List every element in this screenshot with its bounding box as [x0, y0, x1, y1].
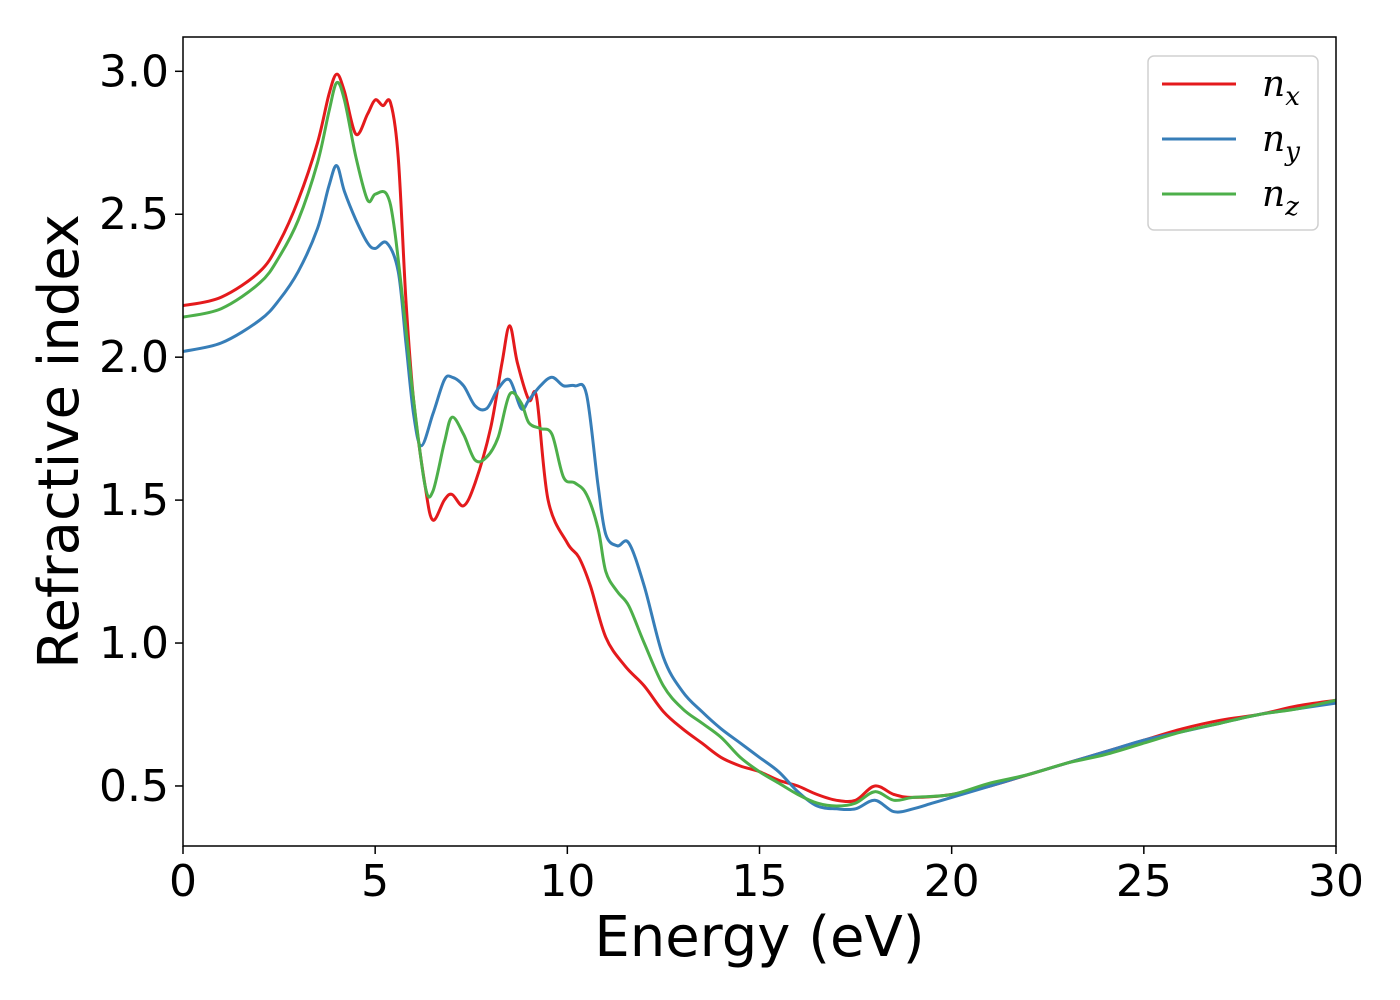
series-line-ny — [183, 164, 1336, 814]
x-tick-label: 25 — [1116, 856, 1172, 907]
y-tick-label: 3.0 — [99, 46, 169, 97]
x-tick-label: 30 — [1308, 856, 1364, 907]
y-tick-label: 1.0 — [99, 618, 169, 669]
x-tick-label: 0 — [169, 856, 197, 907]
y-axis-ticks: 0.5 1.0 1.5 2.0 2.5 3.0 — [99, 46, 183, 812]
y-tick-label: 2.0 — [99, 332, 169, 383]
legend-label-nx: nx — [1262, 64, 1300, 112]
y-axis-title: Refractive index — [27, 214, 92, 669]
legend-label-nz: nz — [1262, 174, 1299, 222]
x-tick-label: 20 — [924, 856, 980, 907]
series-line-nz — [183, 80, 1336, 808]
legend-label-ny: ny — [1262, 119, 1300, 167]
legend: nx ny nz — [1147, 55, 1319, 231]
y-tick-label: 2.5 — [99, 189, 169, 240]
y-tick-label: 1.5 — [99, 475, 169, 526]
x-tick-label: 5 — [361, 856, 389, 907]
x-tick-label: 10 — [539, 856, 595, 907]
series-layer — [183, 72, 1336, 814]
y-tick-label: 0.5 — [99, 761, 169, 812]
x-tick-label: 15 — [732, 856, 788, 907]
x-axis-ticks: 0 5 10 15 20 25 30 — [169, 846, 1364, 907]
legend-box — [1147, 55, 1319, 231]
x-axis-title: Energy (eV) — [594, 905, 924, 970]
